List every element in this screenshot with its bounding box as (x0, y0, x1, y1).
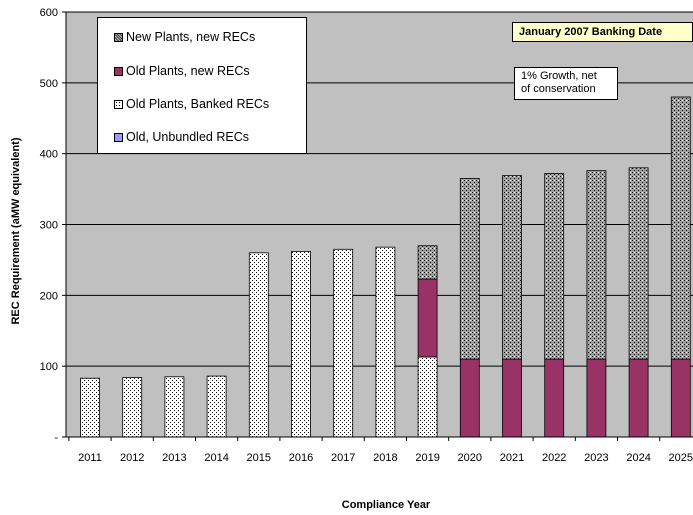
legend-label: New Plants, new RECs (126, 30, 256, 44)
bar-segment-old-plants-new-recs (670, 358, 691, 438)
legend-label: Old, Unbundled RECs (126, 130, 249, 144)
bar-segment-new-plants-new-recs (544, 173, 565, 360)
x-tick-label: 2015 (247, 452, 271, 464)
bar-segment-old-plants-new-recs (502, 358, 522, 438)
y-tick-label: 200 (40, 290, 58, 302)
x-tick-label: 2021 (500, 452, 524, 464)
legend-item-old-unbundled: Old, Unbundled RECs (114, 129, 249, 145)
bar-segment-new-plants-new-recs (670, 96, 691, 360)
bar-segment-old-plants-new-recs (459, 358, 480, 438)
x-tick-label: 2022 (542, 452, 566, 464)
growth-annotation-line-1: 1% Growth, net (521, 70, 597, 82)
x-tick-labels: 2011 2012 2013 2014 2015 2016 2017 2018 2019 2020… (68, 437, 693, 464)
x-tick-label: 2017 (331, 452, 355, 464)
x-tick-label: 2016 (289, 452, 313, 464)
y-tick-label: 300 (40, 220, 58, 232)
bar-segment-old-plants-banked-recs (164, 376, 185, 438)
bar-segment-new-plants-new-recs (417, 245, 438, 280)
x-tick-label: 2023 (584, 452, 608, 464)
bar-segment-new-plants-new-recs (502, 175, 522, 360)
x-tick-label: 2024 (626, 452, 650, 464)
bar-segment-old-plants-banked-recs (291, 251, 311, 438)
bar-segment-new-plants-new-recs (459, 178, 480, 360)
legend-item-new-plants: New Plants, new RECs (114, 29, 255, 45)
bar-segment-old-plants-new-recs (628, 358, 649, 438)
new-plants-swatch (114, 32, 123, 42)
growth-annotation: 1% Growth, net of conservation (514, 67, 618, 100)
bar-segment-old-plants-banked-recs (206, 375, 227, 438)
bar-segment-old-plants-banked-recs (248, 252, 269, 438)
old-plants-banked-swatch (114, 99, 123, 109)
legend-label: Old Plants, new RECs (126, 64, 250, 78)
banking-date-annotation: January 2007 Banking Date (512, 22, 693, 42)
x-axis-title: Compliance Year (342, 499, 431, 511)
y-tick-label: - (54, 432, 58, 444)
bar-segment-old-plants-banked-recs (80, 377, 100, 438)
y-tick-label: 600 (40, 7, 58, 19)
x-tick-label: 2014 (204, 452, 228, 464)
bar-segment-old-plants-banked-recs (333, 248, 354, 438)
legend-label: Old Plants, Banked RECs (126, 97, 270, 111)
bar-segment-new-plants-new-recs (586, 170, 607, 360)
y-tick-label: 100 (40, 361, 58, 373)
x-tick-label: 2025 (669, 452, 693, 464)
legend-item-old-plants-new: Old Plants, new RECs (114, 63, 250, 79)
bar-segment-new-plants-new-recs (628, 167, 649, 360)
x-tick-label: 2013 (162, 452, 186, 464)
bars (80, 96, 691, 438)
y-tick-labels: - 100 200 300 400 500 600 (40, 7, 66, 444)
legend-item-old-plants-banked: Old Plants, Banked RECs (114, 96, 269, 112)
bar-segment-old-plants-new-recs (586, 358, 607, 438)
bar-segment-old-plants-banked-recs (417, 356, 438, 438)
x-tick-label: 2012 (120, 452, 144, 464)
bar-segment-old-plants-banked-recs (122, 377, 143, 438)
x-tick-label: 2020 (458, 452, 482, 464)
old-plants-new-swatch (114, 66, 123, 76)
bar-segment-old-plants-banked-recs (375, 246, 396, 438)
legend: New Plants, new RECs Old Plants, new REC… (97, 17, 307, 154)
x-tick-label: 2019 (415, 452, 439, 464)
old-unbundled-swatch (114, 132, 123, 142)
x-tick-label: 2018 (373, 452, 397, 464)
y-axis-title: REC Requirement (aMW equivalent) (10, 137, 22, 324)
bar-segment-old-plants-new-recs (417, 278, 438, 358)
bar-segment-old-plants-new-recs (544, 358, 565, 438)
y-tick-label: 500 (40, 78, 58, 90)
growth-annotation-line-2: of conservation (521, 83, 596, 95)
y-tick-label: 400 (40, 149, 58, 161)
x-tick-label: 2011 (78, 452, 102, 464)
